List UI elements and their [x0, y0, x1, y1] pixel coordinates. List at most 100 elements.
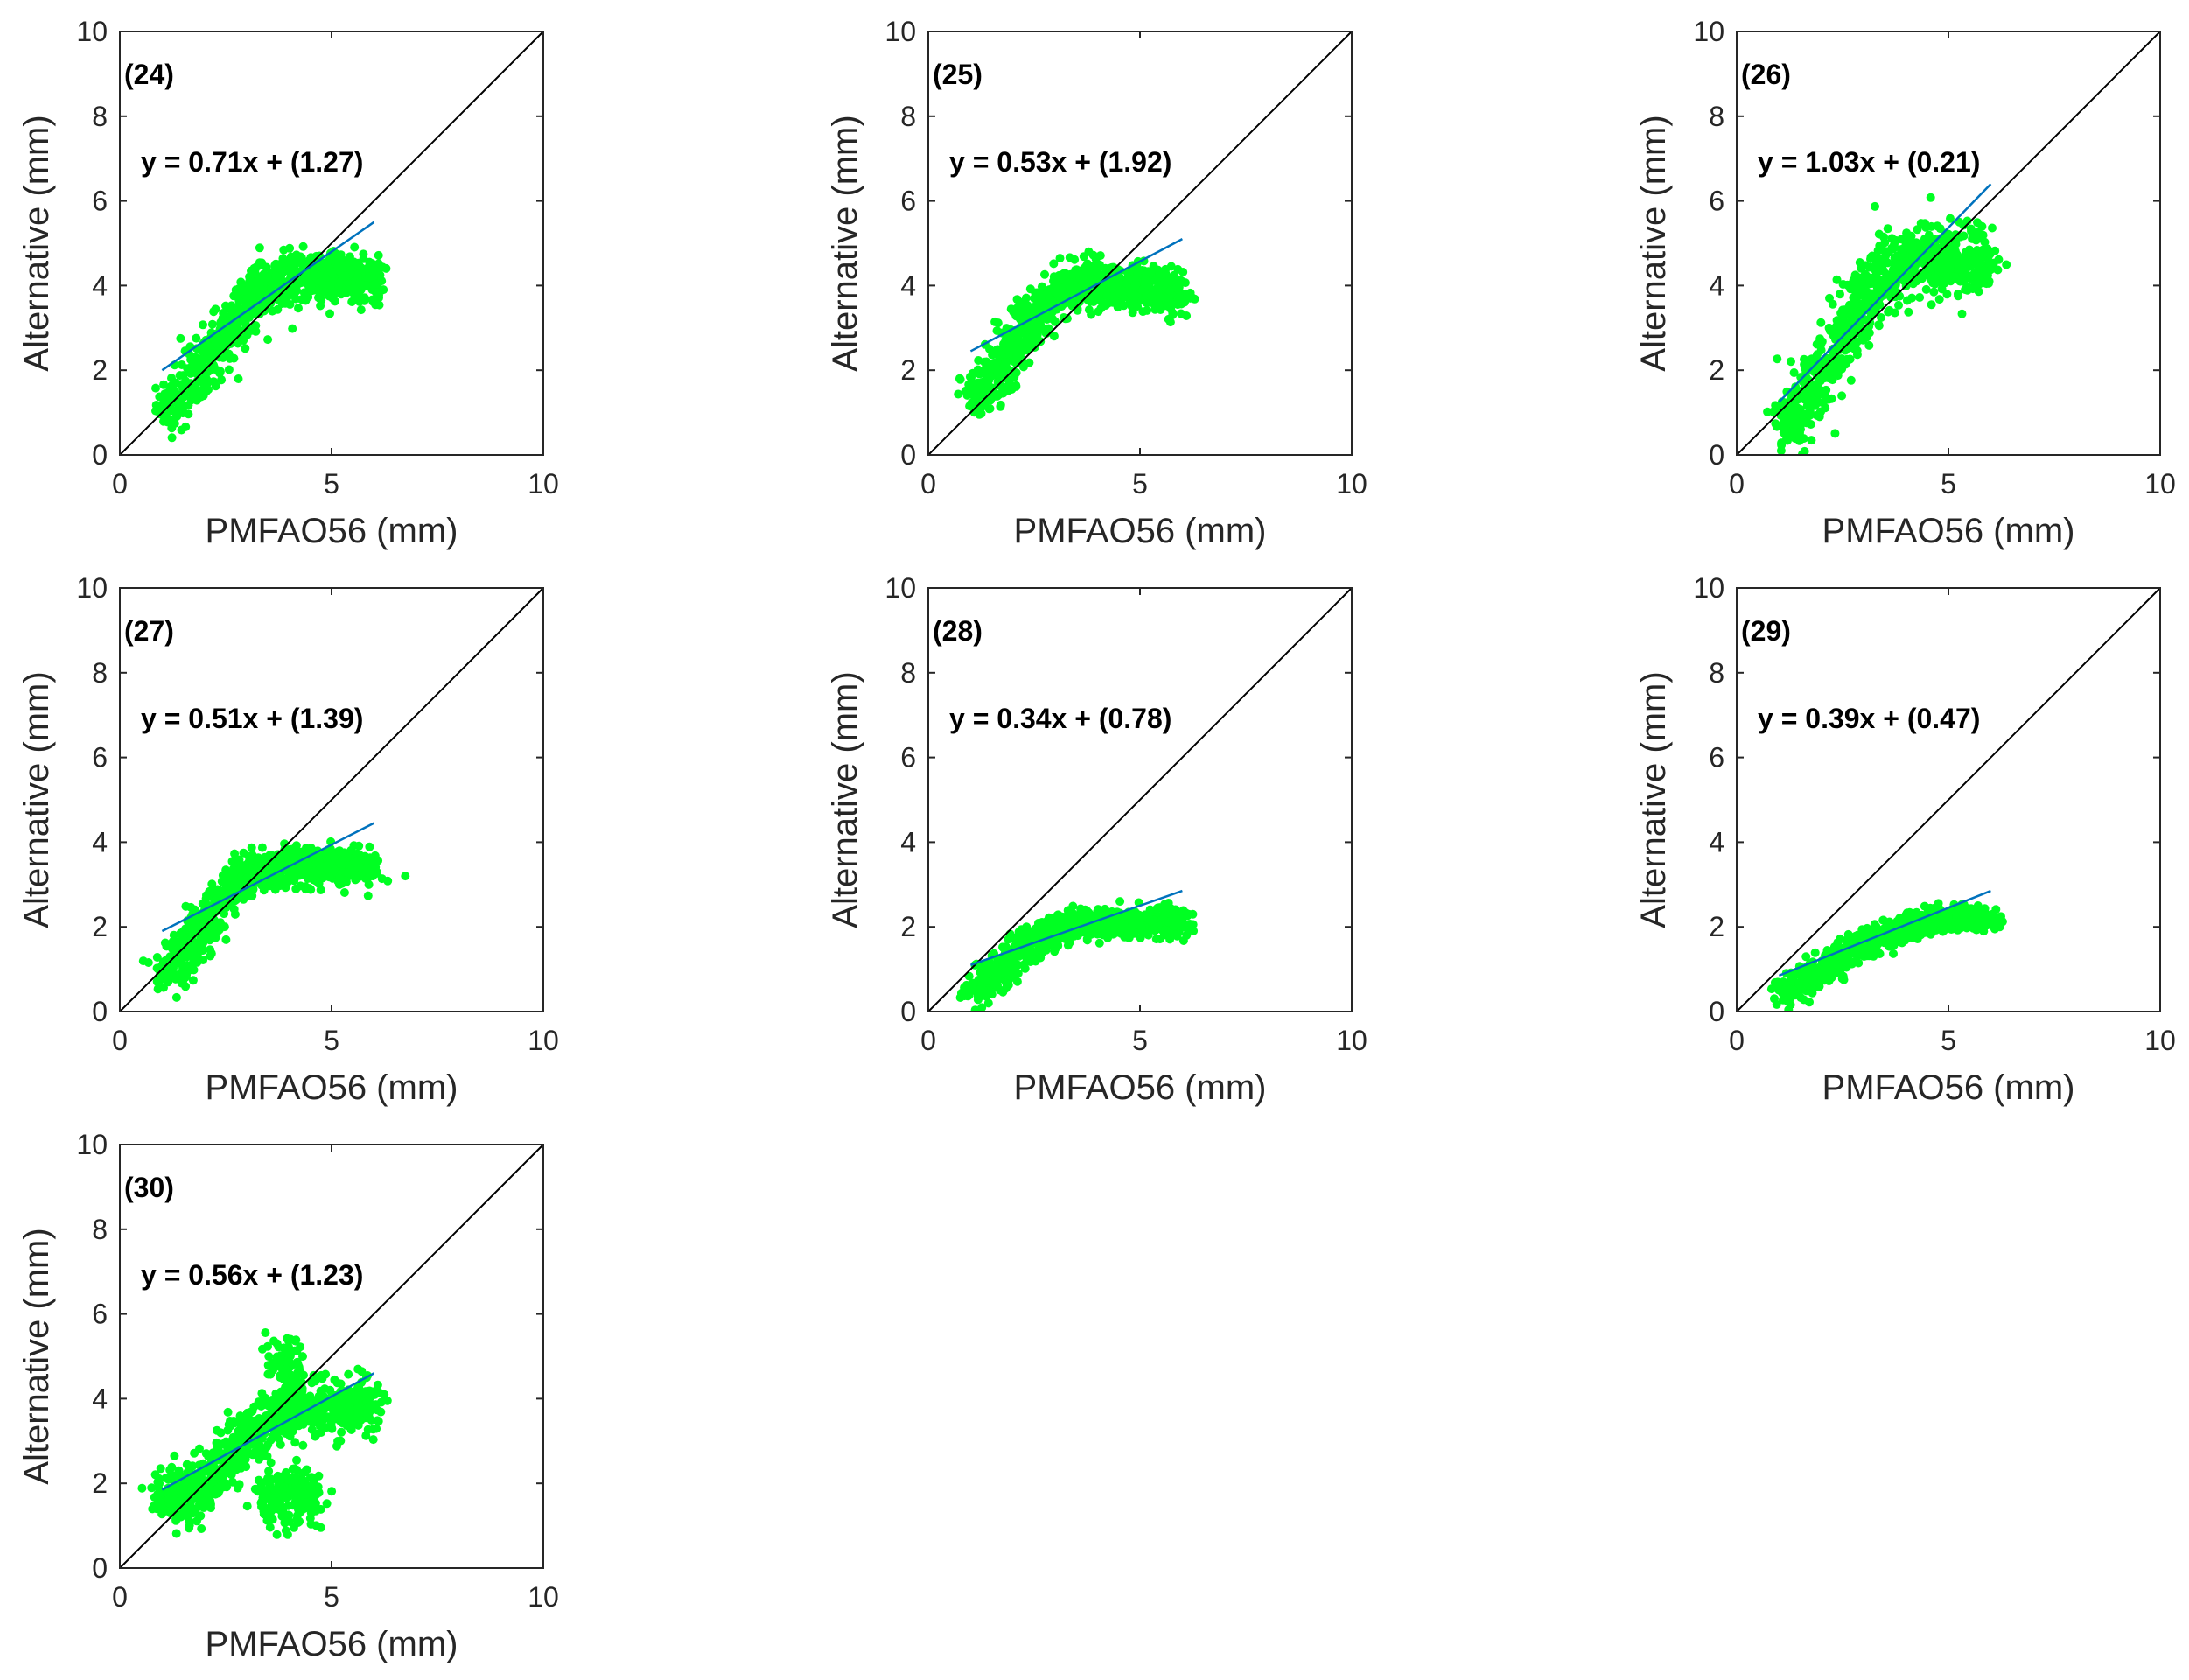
scatter-point: [1768, 407, 1778, 416]
scatter-point: [247, 843, 256, 852]
scatter-point: [1864, 340, 1874, 350]
scatter-point: [1035, 920, 1045, 930]
scatter-point: [1835, 358, 1844, 368]
scatter-point: [1127, 912, 1136, 921]
scatter-point: [1108, 926, 1117, 935]
y-tick-label: 8: [92, 101, 108, 132]
scatter-point: [207, 319, 217, 329]
scatter-point: [194, 359, 204, 368]
scatter-point: [1982, 267, 1991, 276]
scatter-point: [1124, 275, 1133, 284]
y-tick-label: 4: [900, 270, 916, 301]
scatter-point: [214, 888, 224, 898]
scatter-point: [1115, 897, 1125, 906]
scatter-point: [1961, 264, 1970, 274]
scatter-point: [1173, 264, 1183, 274]
scatter-point: [1984, 248, 1994, 258]
scatter-point: [1000, 967, 1010, 976]
scatter-point: [184, 379, 193, 388]
scatter-point: [1052, 288, 1061, 298]
scatter-point: [1780, 995, 1790, 1004]
scatter-point: [1849, 276, 1858, 285]
scatter-point: [1088, 924, 1098, 934]
scatter-point: [351, 875, 360, 885]
scatter-point: [999, 340, 1008, 349]
scatter-point: [1072, 284, 1081, 292]
scatter-point: [248, 292, 257, 301]
scatter-point: [1123, 931, 1133, 941]
panel-label: (28): [933, 615, 983, 647]
scatter-point: [1154, 281, 1164, 290]
scatter-point: [1164, 294, 1173, 303]
scatter-point: [1047, 924, 1057, 933]
scatter-point: [1012, 295, 1022, 304]
scatter-point: [229, 291, 239, 301]
scatter-point: [285, 287, 295, 297]
x-tick-label: 10: [528, 1025, 559, 1056]
scatter-point: [219, 309, 228, 318]
scatter-point: [260, 852, 269, 862]
scatter-point: [1062, 314, 1072, 324]
scatter-point: [258, 286, 268, 296]
scatter-point: [1165, 286, 1175, 296]
scatter-point: [206, 366, 216, 375]
scatter-point: [298, 242, 308, 251]
scatter-point: [1926, 258, 1935, 268]
scatter-point: [206, 945, 215, 955]
scatter-point: [1065, 282, 1074, 291]
scatter-point: [341, 877, 351, 886]
y-tick-label: 0: [1709, 439, 1724, 471]
scatter-point: [1823, 374, 1833, 383]
scatter-point: [1926, 192, 1935, 202]
scatter-point: [331, 297, 339, 306]
scatter-point: [1791, 382, 1801, 392]
scatter-point: [360, 296, 369, 305]
scatter-point: [242, 873, 252, 883]
scatter-point: [977, 1003, 987, 1012]
scatter-point: [298, 868, 308, 878]
scatter-point: [1041, 945, 1051, 955]
x-tick-label: 0: [1729, 468, 1745, 500]
scatter-point: [401, 872, 410, 881]
scatter-point: [340, 271, 350, 281]
scatter-point: [983, 380, 993, 389]
scatter-point: [1178, 936, 1188, 945]
scatter-point: [988, 350, 997, 360]
scatter-point: [1836, 934, 1845, 943]
scatter-point: [1829, 344, 1838, 354]
scatter-point: [154, 975, 164, 984]
scatter-point: [368, 297, 378, 306]
scatter-point: [970, 1005, 980, 1012]
scatter-point: [1851, 956, 1860, 966]
scatter-point: [1836, 290, 1844, 299]
scatter-point: [1068, 901, 1078, 911]
scatter-point: [354, 862, 364, 872]
x-tick-label: 10: [1336, 1025, 1367, 1056]
scatter-point: [1177, 276, 1185, 285]
scatter-point: [1829, 943, 1839, 952]
scatter-point: [291, 294, 301, 304]
scatter-point: [354, 841, 364, 850]
scatter-point: [1040, 270, 1049, 279]
scatter-point: [356, 305, 366, 315]
scatter-point: [1094, 267, 1102, 276]
y-tick-label: 0: [900, 996, 916, 1027]
scatter-point: [1001, 984, 1011, 993]
scatter-point: [990, 317, 1000, 326]
scatter-point: [1846, 375, 1856, 385]
scatter-point: [1113, 303, 1122, 312]
scatter-point: [365, 867, 374, 877]
scatter-point: [171, 378, 181, 388]
scatter-point: [282, 294, 291, 304]
scatter-point: [241, 344, 250, 354]
y-tick-label: 2: [1709, 354, 1724, 386]
scatter-point: [207, 879, 217, 889]
scatter-point: [1013, 969, 1023, 978]
scatter-point: [1955, 276, 1965, 286]
scatter-point: [1973, 218, 1982, 228]
scatter-point: [221, 934, 231, 944]
scatter-point: [309, 271, 318, 281]
scatter-point: [154, 402, 164, 411]
